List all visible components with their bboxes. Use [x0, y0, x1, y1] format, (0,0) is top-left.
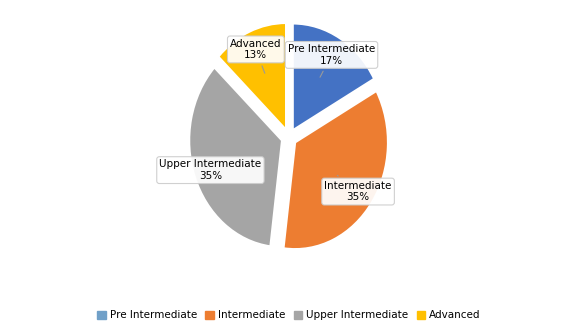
Wedge shape — [293, 23, 374, 130]
Text: Pre Intermediate
17%: Pre Intermediate 17% — [288, 44, 375, 77]
Text: Upper Intermediate
35%: Upper Intermediate 35% — [160, 159, 261, 181]
Legend: Pre Intermediate, Intermediate, Upper Intermediate, Advanced: Pre Intermediate, Intermediate, Upper In… — [93, 306, 485, 324]
Wedge shape — [283, 91, 388, 249]
Text: Advanced
13%: Advanced 13% — [230, 39, 281, 73]
Wedge shape — [218, 23, 286, 130]
Text: Intermediate
35%: Intermediate 35% — [324, 176, 392, 202]
Wedge shape — [189, 67, 282, 246]
